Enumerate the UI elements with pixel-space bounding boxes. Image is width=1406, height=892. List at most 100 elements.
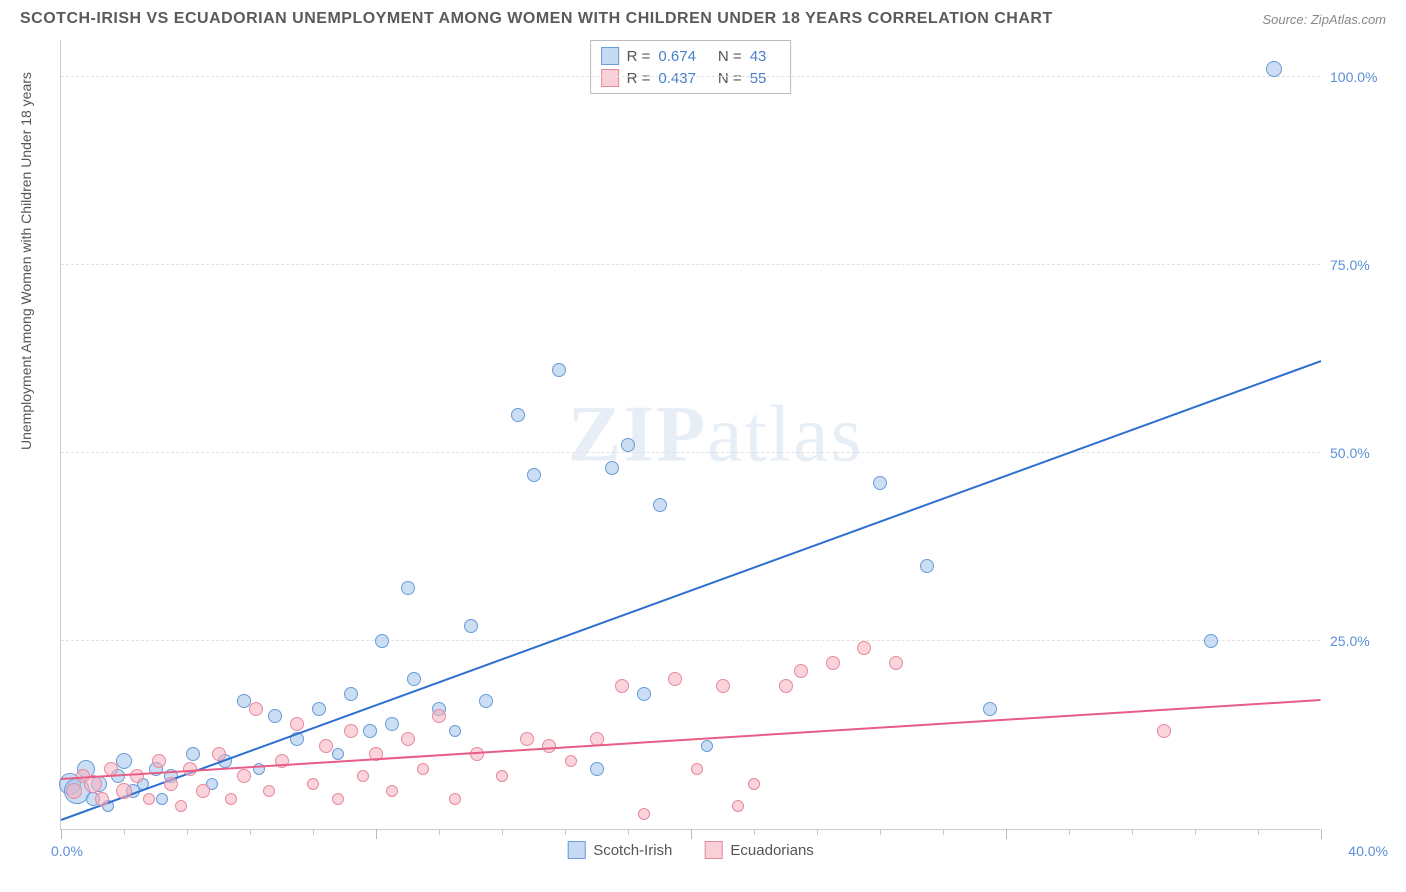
n-value-1: 43 [750, 48, 767, 65]
data-point [95, 792, 109, 806]
data-point [701, 740, 713, 752]
data-point [1204, 634, 1218, 648]
data-point [344, 687, 358, 701]
y-tick-label: 50.0% [1330, 445, 1390, 461]
data-point [794, 664, 808, 678]
data-point [186, 747, 200, 761]
data-point [385, 717, 399, 731]
data-point [637, 687, 651, 701]
data-point [691, 763, 703, 775]
x-tick-minor [1069, 829, 1070, 835]
n-label: N = [718, 70, 742, 87]
data-point [319, 739, 333, 753]
data-point [116, 783, 132, 799]
legend-label-1: Scotch-Irish [593, 842, 672, 859]
r-label: R = [627, 48, 651, 65]
x-tick-major [1006, 829, 1007, 839]
x-tick-minor [250, 829, 251, 835]
gridline [61, 640, 1320, 641]
data-point [332, 793, 344, 805]
stats-row-series1: R = 0.674 N = 43 [601, 45, 781, 67]
data-point [920, 559, 934, 573]
data-point [375, 634, 389, 648]
n-label: N = [718, 48, 742, 65]
data-point [143, 793, 155, 805]
data-point [653, 498, 667, 512]
data-point [1157, 724, 1171, 738]
x-tick-minor [817, 829, 818, 835]
data-point [520, 732, 534, 746]
data-point [716, 679, 730, 693]
data-point [889, 656, 903, 670]
data-point [638, 808, 650, 820]
data-point [344, 724, 358, 738]
data-point [386, 785, 398, 797]
data-point [464, 619, 478, 633]
y-tick-label: 25.0% [1330, 633, 1390, 649]
gridline [61, 452, 1320, 453]
x-tick-major [376, 829, 377, 839]
data-point [263, 785, 275, 797]
data-point [268, 709, 282, 723]
watermark-bold: ZIP [568, 390, 707, 478]
n-value-2: 55 [750, 70, 767, 87]
x-tick-minor [565, 829, 566, 835]
data-point [615, 679, 629, 693]
data-point [363, 724, 377, 738]
r-label: R = [627, 70, 651, 87]
x-tick-minor [313, 829, 314, 835]
data-point [152, 754, 166, 768]
data-point [212, 747, 226, 761]
data-point [826, 656, 840, 670]
x-tick-minor [754, 829, 755, 835]
x-tick-major [1321, 829, 1322, 839]
correlation-stats-box: R = 0.674 N = 43 R = 0.437 N = 55 [590, 40, 792, 94]
data-point [407, 672, 421, 686]
data-point [196, 784, 210, 798]
x-tick-minor [1195, 829, 1196, 835]
data-point [873, 476, 887, 490]
x-tick-minor [502, 829, 503, 835]
data-point [417, 763, 429, 775]
x-tick-minor [439, 829, 440, 835]
x-tick-minor [880, 829, 881, 835]
legend-item-1: Scotch-Irish [567, 841, 672, 859]
x-tick-minor [124, 829, 125, 835]
x-tick-minor [1132, 829, 1133, 835]
data-point [748, 778, 760, 790]
data-point [527, 468, 541, 482]
data-point [1266, 61, 1282, 77]
data-point [175, 800, 187, 812]
chart-title: SCOTCH-IRISH VS ECUADORIAN UNEMPLOYMENT … [20, 10, 1053, 28]
data-point [312, 702, 326, 716]
regression-line [61, 361, 1322, 822]
data-point [164, 777, 178, 791]
x-tick-minor [943, 829, 944, 835]
data-point [401, 732, 415, 746]
data-point [857, 641, 871, 655]
data-point [621, 438, 635, 452]
data-point [449, 725, 461, 737]
x-tick-minor [1258, 829, 1259, 835]
data-point [116, 753, 132, 769]
data-point [449, 793, 461, 805]
data-point [357, 770, 369, 782]
data-point [290, 717, 304, 731]
gridline [61, 264, 1320, 265]
data-point [668, 672, 682, 686]
data-point [401, 581, 415, 595]
r-value-2: 0.437 [658, 70, 696, 87]
gridline [61, 76, 1320, 77]
data-point [590, 762, 604, 776]
data-point [66, 783, 82, 799]
data-point [605, 461, 619, 475]
swatch-blue [601, 47, 619, 65]
data-point [307, 778, 319, 790]
plot-area: ZIPatlas R = 0.674 N = 43 R = 0.437 N = … [60, 40, 1320, 830]
watermark-light: atlas [707, 390, 864, 478]
r-value-1: 0.674 [658, 48, 696, 65]
legend-label-2: Ecuadorians [730, 842, 813, 859]
data-point [249, 702, 263, 716]
swatch-pink [601, 69, 619, 87]
x-tick-major [691, 829, 692, 839]
